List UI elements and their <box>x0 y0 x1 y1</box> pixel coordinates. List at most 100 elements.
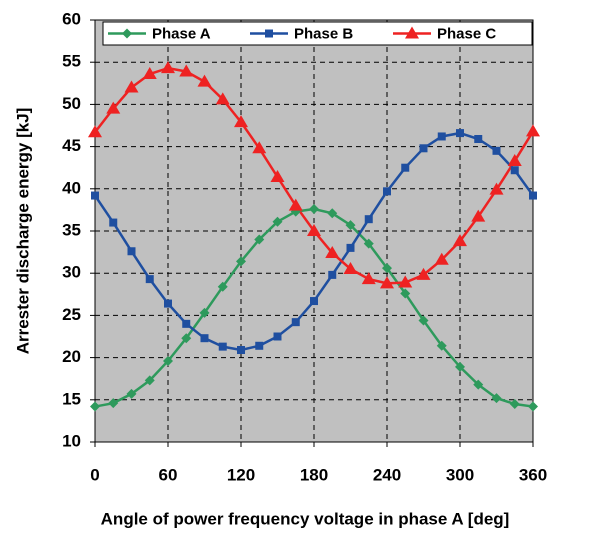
point <box>309 204 319 215</box>
y-tick-label: 45 <box>62 136 81 155</box>
point <box>382 263 392 274</box>
legend-marker <box>122 28 132 39</box>
point <box>215 92 230 105</box>
point <box>307 224 321 236</box>
point <box>164 299 172 308</box>
point <box>236 256 246 267</box>
point <box>473 379 484 390</box>
point <box>144 375 155 386</box>
point <box>182 319 191 328</box>
x-tick-label: 180 <box>300 465 328 484</box>
point <box>492 146 501 155</box>
point <box>401 163 410 172</box>
point <box>419 144 428 153</box>
point <box>346 243 355 252</box>
x-tick-label: 120 <box>227 465 255 484</box>
point <box>200 334 209 343</box>
point <box>528 401 538 412</box>
y-tick-label: 30 <box>62 263 81 282</box>
point <box>234 115 248 128</box>
point <box>456 129 464 138</box>
point <box>126 388 137 399</box>
point <box>398 275 413 288</box>
point <box>217 281 228 292</box>
point <box>272 216 283 227</box>
point <box>325 245 340 258</box>
point <box>471 209 486 222</box>
point <box>453 234 467 247</box>
point <box>416 267 431 280</box>
point <box>291 318 300 327</box>
y-tick-label: 55 <box>62 52 81 71</box>
point <box>400 288 411 299</box>
x-axis-label: Angle of power frequency voltage in phas… <box>101 509 510 528</box>
point <box>108 398 119 409</box>
point <box>127 247 136 256</box>
point <box>124 80 139 93</box>
y-tick-label: 25 <box>62 305 81 324</box>
y-tick-label: 40 <box>62 178 81 197</box>
x-tick-label: 360 <box>519 465 547 484</box>
point <box>327 208 338 219</box>
point <box>254 234 265 245</box>
legend-box <box>102 21 533 46</box>
point <box>343 261 358 274</box>
point <box>310 297 318 306</box>
y-tick-label: 15 <box>62 389 81 408</box>
point <box>163 355 173 366</box>
point <box>252 141 267 154</box>
point <box>380 276 394 289</box>
point <box>455 361 465 372</box>
point <box>145 275 154 284</box>
point <box>237 346 245 355</box>
legend: Phase A Phase B Phase C <box>102 21 533 46</box>
y-tick-label: 10 <box>62 431 81 450</box>
point <box>270 169 285 182</box>
point <box>363 238 374 249</box>
point <box>109 218 118 227</box>
point <box>106 101 121 114</box>
point <box>507 153 522 166</box>
point <box>345 220 356 231</box>
point <box>510 166 519 175</box>
point <box>328 270 337 279</box>
point <box>434 252 449 265</box>
point <box>526 124 540 137</box>
point <box>364 215 373 224</box>
point <box>197 74 212 87</box>
point <box>361 272 376 285</box>
y-tick-label: 35 <box>62 220 81 239</box>
point <box>383 187 391 196</box>
point <box>255 341 264 350</box>
point <box>91 191 99 200</box>
point <box>161 61 175 74</box>
point <box>179 64 194 77</box>
legend-label: Phase A <box>152 25 211 42</box>
point <box>142 67 157 80</box>
y-axis-label: Arrester discharge energy [kJ] <box>13 108 32 355</box>
y-tick-label: 50 <box>62 94 81 113</box>
point <box>288 198 303 211</box>
legend-label: Phase C <box>437 25 496 42</box>
point <box>273 332 282 341</box>
point <box>90 401 100 412</box>
point <box>88 125 102 138</box>
point <box>437 132 446 141</box>
legend-label: Phase B <box>294 25 353 42</box>
y-tick-label: 20 <box>62 347 81 366</box>
point <box>529 191 537 200</box>
legend-marker <box>405 26 419 39</box>
point <box>491 393 502 404</box>
point <box>489 182 504 195</box>
point <box>181 333 192 344</box>
x-tick-label: 0 <box>90 465 99 484</box>
x-tick-label: 240 <box>373 465 401 484</box>
point <box>218 342 227 351</box>
legend-marker <box>265 29 273 38</box>
point <box>436 340 447 351</box>
y-tick-label: 60 <box>62 9 81 28</box>
point <box>509 399 520 410</box>
point <box>474 135 483 144</box>
x-tick-label: 60 <box>159 465 178 484</box>
